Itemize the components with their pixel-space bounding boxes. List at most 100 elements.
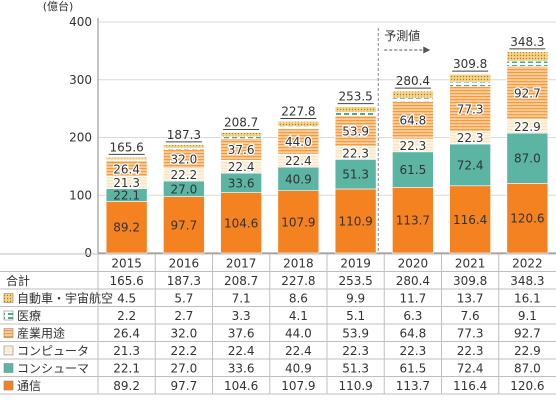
bar-segment (506, 66, 549, 121)
bar-value-label: 22.2 (171, 168, 198, 182)
bar-value-label: 40.9 (285, 172, 312, 186)
bar-segment (334, 159, 377, 190)
table-cell: 33.6 (228, 361, 255, 375)
table-cell: 26.4 (113, 326, 140, 340)
table-cell: 40.9 (285, 361, 312, 375)
table-cell: 87.0 (514, 361, 541, 375)
legend-label: 医療 (17, 309, 41, 323)
bar-total-label: 309.8 (453, 57, 487, 71)
bar-segment (506, 132, 549, 184)
bar-value-label: 116.4 (453, 213, 487, 227)
table-cell: 32.0 (171, 326, 198, 340)
bar-segment (334, 106, 377, 113)
table-cell: 2.7 (174, 309, 193, 323)
table-cell: 187.3 (167, 274, 201, 288)
bar-value-label: 33.6 (228, 176, 255, 190)
bar-value-label: 92.7 (514, 87, 541, 101)
table-cell: 22.1 (113, 361, 140, 375)
table-cell: 104.6 (224, 379, 258, 393)
bar-value-label: 22.1 (113, 189, 140, 203)
bar-value-label: 120.6 (510, 212, 544, 226)
bar-segment (220, 132, 262, 137)
table-cell: 116.4 (453, 379, 487, 393)
bar-segment (449, 185, 491, 254)
bar-segment (506, 60, 549, 67)
legend-label: 自動車・宇宙航空 (17, 290, 113, 305)
y-tick-label: 400 (69, 15, 92, 29)
x-tick-label: 2018 (283, 256, 314, 270)
bar-segment (449, 73, 491, 83)
bar-total-label: 348.3 (510, 35, 544, 49)
x-tick-label: 2019 (340, 256, 371, 270)
table-cell: 16.1 (514, 291, 541, 305)
bar-value-label: 22.3 (342, 146, 369, 160)
table-cell: 37.6 (228, 326, 255, 340)
bar-segment (277, 190, 320, 254)
table-cell: 7.6 (461, 309, 480, 323)
table-cell: 22.3 (342, 344, 369, 358)
table-cell: 13.7 (457, 291, 484, 305)
table-cell: 309.8 (453, 274, 487, 288)
plot-area: (億台) 0 100 200 300 400 89.2 22.121.326.4 165.6 97… (43, 0, 556, 260)
bar-segment (506, 51, 549, 62)
bar-segment (506, 183, 549, 254)
table-row-label: 合計 (6, 273, 30, 288)
bar-value-label: 44.0 (285, 135, 312, 149)
table-cell: 208.7 (224, 274, 258, 288)
bar-segment (449, 143, 491, 187)
table-cell: 89.2 (113, 379, 140, 393)
table-cell: 22.4 (228, 344, 255, 358)
bar-total-label: 253.5 (338, 90, 372, 104)
y-tick-label: 200 (69, 131, 92, 145)
data-table: 2015 2016 2017 2018 2019 2020 2021 2022 合計 165.6 1… (0, 253, 556, 395)
bar-value-label: 22.3 (400, 139, 427, 153)
bar-total-label: 165.6 (109, 140, 143, 154)
table-cell: 7.1 (232, 291, 251, 305)
table-cell: 53.9 (342, 326, 369, 340)
bar-segment (334, 188, 377, 254)
bar-value-label: 22.3 (457, 131, 484, 145)
table-cell: 22.9 (514, 344, 541, 358)
table-cell: 27.0 (171, 361, 198, 375)
table-cell: 97.7 (171, 379, 198, 393)
bar-value-label: 110.9 (338, 214, 372, 228)
bar-segment (392, 101, 434, 140)
bar-value-label: 97.7 (171, 218, 198, 232)
table-cell: 227.8 (281, 274, 315, 288)
bar-value-label: 61.5 (400, 163, 427, 177)
bar-segment (334, 115, 377, 147)
table-cell: 9.9 (346, 291, 365, 305)
forecast-arrow-head (423, 46, 431, 54)
y-axis-unit-label: (億台) (43, 0, 74, 13)
bar-value-label: 87.0 (514, 152, 541, 166)
x-tick-label: 2015 (111, 256, 142, 270)
bar-value-label: 32.0 (171, 152, 198, 166)
legend-label: 通信 (17, 379, 41, 393)
x-tick-label: 2021 (455, 256, 486, 270)
table-cell: 4.1 (289, 309, 308, 323)
table-cell: 72.4 (457, 361, 484, 375)
table-cell: 3.3 (232, 309, 251, 323)
table-cell: 11.7 (400, 291, 427, 305)
table-cell: 22.3 (457, 344, 484, 358)
x-tick-label: 2016 (169, 256, 200, 270)
bar-value-label: 51.3 (342, 168, 369, 182)
bar-segment (277, 126, 320, 130)
bar-total-label: 227.8 (281, 104, 315, 118)
bar-value-label: 22.4 (228, 160, 255, 174)
legend-swatch (3, 380, 14, 391)
bar-segment (105, 157, 148, 161)
table-cell: 165.6 (109, 274, 143, 288)
legend-label: 産業用途 (17, 325, 65, 340)
table-cell: 22.3 (400, 344, 427, 358)
table-cell: 51.3 (342, 361, 369, 375)
x-tick-label: 2022 (512, 256, 543, 270)
table-cell: 110.9 (338, 379, 372, 393)
table-cell: 64.8 (400, 326, 427, 340)
bar-value-label: 53.9 (342, 124, 369, 138)
bar-value-label: 89.2 (113, 221, 140, 235)
bar-value-label: 113.7 (396, 214, 430, 228)
table-cell: 4.5 (117, 291, 136, 305)
bar-value-label: 27.0 (171, 182, 198, 196)
